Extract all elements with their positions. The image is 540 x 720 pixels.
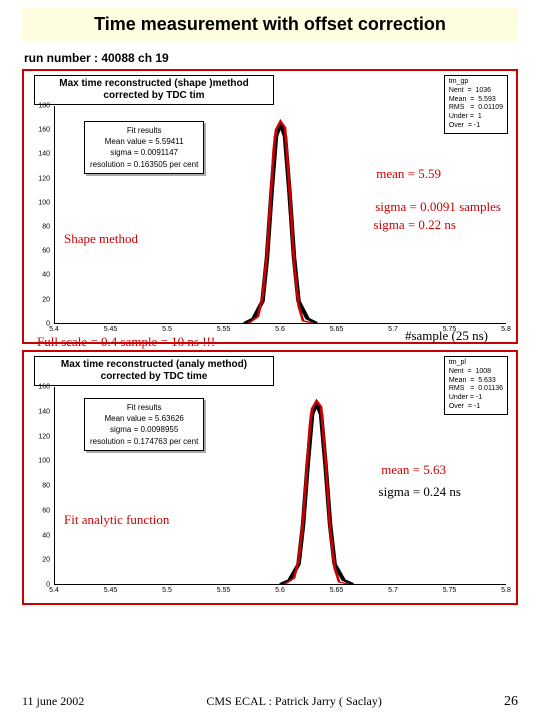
y-tick: 120 bbox=[38, 175, 50, 182]
plot1-annot-sigma-ns: sigma = 0.22 ns bbox=[374, 217, 456, 233]
page-number: 26 bbox=[504, 694, 518, 710]
footer-author: CMS ECAL : Patrick Jarry ( Saclay) bbox=[206, 694, 382, 709]
plot1-title-line1: Max time reconstructed (shape )method bbox=[41, 78, 267, 90]
x-tick: 5.55 bbox=[217, 326, 231, 333]
slide-title: Time measurement with offset correction bbox=[22, 8, 518, 41]
y-tick: 100 bbox=[38, 199, 50, 206]
y-tick: 40 bbox=[42, 272, 50, 279]
y-tick: 20 bbox=[42, 557, 50, 564]
plot2-annot-mean: mean = 5.63 bbox=[381, 462, 446, 478]
y-tick: 60 bbox=[42, 507, 50, 514]
x-tick: 5.6 bbox=[275, 326, 285, 333]
y-tick: 40 bbox=[42, 532, 50, 539]
stat-mean: Mean = 5.633 bbox=[449, 377, 503, 386]
run-number-label: run number : 40088 ch 19 bbox=[24, 51, 518, 65]
stat-nent: Nent = 1008 bbox=[449, 368, 503, 377]
plot2-x-ticks: 5.4 5.45 5.5 5.55 5.6 5.65 5.7 5.75 5.8 bbox=[54, 587, 506, 599]
stat-name: tm_pl bbox=[449, 359, 503, 368]
plot1-y-ticks: 180 160 140 120 100 80 60 40 20 0 bbox=[28, 106, 52, 324]
y-tick: 180 bbox=[38, 103, 50, 110]
plot2-title-line1: Max time reconstructed (analy method) bbox=[41, 359, 267, 371]
y-tick: 140 bbox=[38, 151, 50, 158]
y-tick: 20 bbox=[42, 296, 50, 303]
plot1-title-line2: corrected by TDC tim bbox=[41, 90, 267, 102]
y-tick: 120 bbox=[38, 433, 50, 440]
full-scale-label: Full scale = 0.4 sample = 10 ns !!! bbox=[37, 334, 215, 350]
plot1-chart-area bbox=[54, 106, 506, 324]
stat-mean: Mean = 5.593 bbox=[449, 96, 503, 105]
footer-date: 11 june 2002 bbox=[22, 694, 84, 709]
y-tick: 140 bbox=[38, 408, 50, 415]
stat-nent: Nent = 1036 bbox=[449, 87, 503, 96]
y-tick: 160 bbox=[38, 384, 50, 391]
x-tick: 5.4 bbox=[49, 326, 59, 333]
plot1-annot-mean: mean = 5.59 bbox=[376, 166, 441, 182]
x-tick: 5.8 bbox=[501, 587, 511, 594]
plot1-method-label: Shape method bbox=[64, 231, 138, 247]
plot-fit-analytic: Max time reconstructed (analy method) co… bbox=[22, 350, 518, 605]
x-tick: 5.6 bbox=[275, 587, 285, 594]
x-tick: 5.7 bbox=[388, 326, 398, 333]
plot2-annot-sigma: sigma = 0.24 ns bbox=[379, 484, 461, 500]
y-tick: 160 bbox=[38, 127, 50, 134]
y-tick: 80 bbox=[42, 223, 50, 230]
plot1-title: Max time reconstructed (shape )method co… bbox=[34, 75, 274, 105]
x-tick: 5.45 bbox=[104, 587, 118, 594]
plot-shape-method: Max time reconstructed (shape )method co… bbox=[22, 69, 518, 344]
footer: 11 june 2002 CMS ECAL : Patrick Jarry ( … bbox=[22, 694, 518, 710]
plot2-title-line2: corrected by TDC time bbox=[41, 371, 267, 383]
x-tick: 5.65 bbox=[330, 326, 344, 333]
plot1-annot-sigma-samples: sigma = 0.0091 samples bbox=[375, 199, 501, 215]
y-tick: 100 bbox=[38, 458, 50, 465]
stat-name: tm_gp bbox=[449, 78, 503, 87]
plot2-method-label: Fit analytic function bbox=[64, 512, 169, 528]
x-tick: 5.75 bbox=[443, 587, 457, 594]
plot2-title: Max time reconstructed (analy method) co… bbox=[34, 356, 274, 386]
x-tick: 5.8 bbox=[501, 326, 511, 333]
x-tick: 5.55 bbox=[217, 587, 231, 594]
x-tick: 5.5 bbox=[162, 326, 172, 333]
y-tick: 60 bbox=[42, 248, 50, 255]
plot2-y-ticks: 160 140 120 100 80 60 40 20 0 bbox=[28, 387, 52, 585]
x-tick: 5.5 bbox=[162, 587, 172, 594]
x-tick: 5.45 bbox=[104, 326, 118, 333]
y-tick: 80 bbox=[42, 483, 50, 490]
x-tick: 5.4 bbox=[49, 587, 59, 594]
x-tick: 5.65 bbox=[330, 587, 344, 594]
x-tick: 5.7 bbox=[388, 587, 398, 594]
sample-axis-label: #sample (25 ns) bbox=[405, 328, 488, 344]
